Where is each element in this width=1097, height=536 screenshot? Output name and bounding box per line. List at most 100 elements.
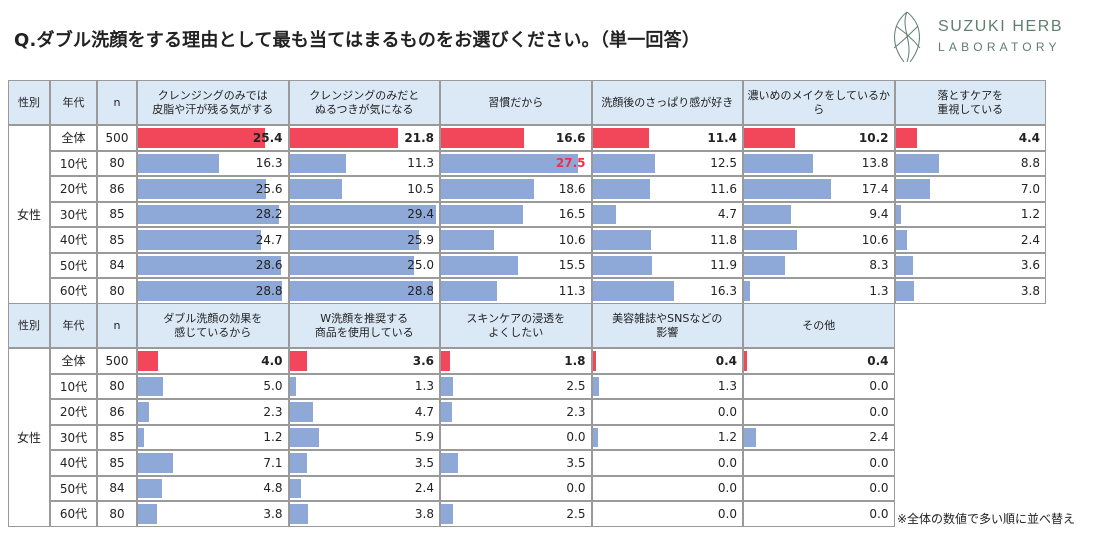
value-bar — [592, 179, 651, 199]
value-label: 7.1 — [263, 455, 283, 470]
value-bar — [744, 281, 751, 301]
value-cell: 0.0 — [440, 424, 592, 450]
value-cell: 28.8 — [137, 278, 289, 304]
series-header: 落とすケアを 重視している — [894, 80, 1046, 125]
value-label: 25.6 — [255, 181, 283, 196]
value-bar — [289, 179, 342, 199]
age-cell: 全体 — [50, 348, 97, 374]
value-cell: 5.0 — [137, 373, 289, 399]
value-cell: 3.8 — [894, 278, 1046, 304]
value-cell: 3.5 — [288, 450, 440, 476]
herb-leaf-icon — [893, 11, 921, 63]
value-cell: 4.7 — [288, 399, 440, 425]
value-bar — [744, 255, 786, 275]
value-cell: 9.4 — [743, 201, 895, 227]
value-cell: 2.4 — [288, 475, 440, 501]
value-cell: 24.7 — [137, 227, 289, 253]
value-bar — [289, 453, 307, 473]
n-header: n — [97, 303, 137, 348]
value-label: 0.0 — [566, 481, 586, 496]
value-bar — [895, 204, 902, 224]
n-cell: 80 — [97, 278, 137, 304]
value-cell: 4.7 — [591, 201, 743, 227]
age-cell: 10代 — [50, 373, 97, 399]
value-label: 24.7 — [255, 232, 283, 247]
value-cell: 0.0 — [440, 475, 592, 501]
logo-text-line1: SUZUKI HERB — [938, 18, 1064, 35]
total-bar — [592, 128, 650, 148]
brand-logo: SUZUKI HERB LABORATORY — [882, 8, 1072, 66]
value-cell: 25.6 — [137, 176, 289, 202]
n-cell: 80 — [97, 150, 137, 176]
age-cell: 30代 — [50, 201, 97, 227]
series-header: W洗顔を推奨する 商品を使用している — [288, 303, 440, 348]
value-label: 4.0 — [261, 353, 283, 368]
value-cell: 1.3 — [591, 373, 743, 399]
value-bar — [289, 402, 313, 422]
value-cell: 21.8 — [288, 125, 440, 151]
n-cell: 80 — [97, 501, 137, 527]
n-header: n — [97, 80, 137, 125]
value-cell: 1.8 — [440, 348, 592, 374]
value-label: 3.8 — [414, 506, 434, 521]
value-label: 17.4 — [861, 181, 889, 196]
logo-text-line2: LABORATORY — [938, 40, 1061, 54]
series-header: 洗顔後のさっぱり感が好き — [591, 80, 743, 125]
value-cell: 16.3 — [137, 150, 289, 176]
value-label: 1.2 — [263, 430, 283, 445]
value-label: 0.0 — [869, 481, 889, 496]
value-label: 28.8 — [255, 283, 283, 298]
value-cell: 29.4 — [288, 201, 440, 227]
value-cell: 3.6 — [894, 252, 1046, 278]
n-cell: 80 — [97, 373, 137, 399]
n-cell: 86 — [97, 176, 137, 202]
value-label: 25.4 — [252, 130, 283, 145]
value-label: 16.6 — [555, 130, 586, 145]
value-cell: 28.2 — [137, 201, 289, 227]
value-bar — [138, 153, 220, 173]
value-label: 10.6 — [861, 232, 889, 247]
value-label: 18.6 — [558, 181, 586, 196]
value-bar — [895, 281, 915, 301]
n-cell: 85 — [97, 424, 137, 450]
value-cell: 4.4 — [894, 125, 1046, 151]
value-bar — [289, 230, 419, 250]
total-bar — [289, 351, 308, 371]
value-label: 10.5 — [407, 181, 434, 196]
series-header: ダブル洗顔の効果を 感じているから — [137, 303, 289, 348]
value-label: 1.2 — [1020, 207, 1040, 222]
value-bar — [138, 402, 150, 422]
value-label: 0.0 — [566, 430, 586, 445]
value-label: 25.0 — [407, 258, 434, 273]
gender-header: 性別 — [8, 80, 50, 125]
value-cell: 16.5 — [440, 201, 592, 227]
value-label: 28.2 — [255, 207, 283, 222]
value-bar — [441, 230, 494, 250]
series-header: 濃いめのメイクをしているから — [743, 80, 895, 125]
value-label: 4.4 — [1018, 130, 1040, 145]
value-cell: 2.3 — [440, 399, 592, 425]
value-label: 10.6 — [558, 232, 586, 247]
value-label: 28.8 — [407, 283, 434, 298]
value-cell: 25.0 — [288, 252, 440, 278]
value-cell: 3.8 — [137, 501, 289, 527]
age-header: 年代 — [50, 80, 97, 125]
value-cell: 13.8 — [743, 150, 895, 176]
value-bar — [441, 504, 454, 524]
age-cell: 50代 — [50, 475, 97, 501]
value-label: 0.4 — [867, 353, 889, 368]
total-bar — [744, 351, 747, 371]
value-bar — [895, 179, 931, 199]
value-bar — [289, 281, 434, 301]
value-label: 28.6 — [255, 258, 283, 273]
value-label: 16.5 — [558, 207, 586, 222]
value-label: 0.0 — [717, 481, 737, 496]
value-label: 15.5 — [558, 258, 586, 273]
value-label: 3.8 — [1020, 283, 1040, 298]
value-cell: 0.0 — [743, 450, 895, 476]
value-cell: 2.4 — [743, 424, 895, 450]
value-bar — [592, 427, 599, 447]
value-bar — [441, 153, 579, 173]
value-cell: 12.5 — [591, 150, 743, 176]
age-cell: 20代 — [50, 176, 97, 202]
